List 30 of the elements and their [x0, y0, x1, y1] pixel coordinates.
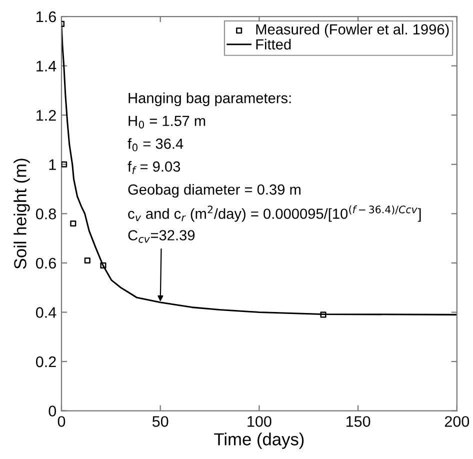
y-tick-label: 0.4 [36, 307, 56, 318]
point [70, 220, 76, 227]
x-tick-label: 0 [58, 416, 66, 427]
point [84, 257, 90, 264]
annotation: f$_{0}$ = 36.4 [128, 138, 184, 152]
legend-label: Measured (Fowler et al. 1996) [256, 24, 449, 38]
annotation: C$_{cv}$=32.39 [128, 230, 195, 243]
y-tick-label: 0.2 [36, 356, 56, 368]
x-tick-label: 150 [346, 416, 370, 427]
point [100, 262, 106, 268]
y-axis-title: Soil height (m) [14, 158, 30, 269]
x-tick-label: 50 [152, 416, 168, 427]
point [320, 312, 326, 318]
y-tick-label: 1.6 [36, 11, 56, 22]
x-tick-label: 100 [248, 416, 272, 427]
text: c$_{v}$ and c$_{r}$ (m$^{2}$/day) = 0.000095/[10$^{(f−36.4)/Ccv}$] [128, 205, 421, 222]
x-axis-title: Time (days) [214, 432, 304, 449]
annotation: Hanging bag parameters: [128, 92, 291, 106]
legend-label: Fitted [256, 38, 291, 50]
y-tick-label: 0.8 [36, 208, 56, 220]
annotation: H$_{0}$ = 1.57 m [128, 116, 206, 128]
y-tick-label: 1.2 [36, 110, 56, 121]
annotation: Geobag diameter = 0.39 m [128, 184, 300, 198]
y-tick-label: 1 [49, 159, 56, 170]
y-tick-label: 1.4 [36, 60, 56, 72]
annotation: f$_{f}$ = 9.03 [128, 161, 180, 174]
y-tick-label: 0.6 [36, 258, 56, 269]
point [61, 161, 68, 168]
x-tick-label: 200 [444, 416, 470, 427]
y-tick-label: 0 [48, 406, 56, 416]
